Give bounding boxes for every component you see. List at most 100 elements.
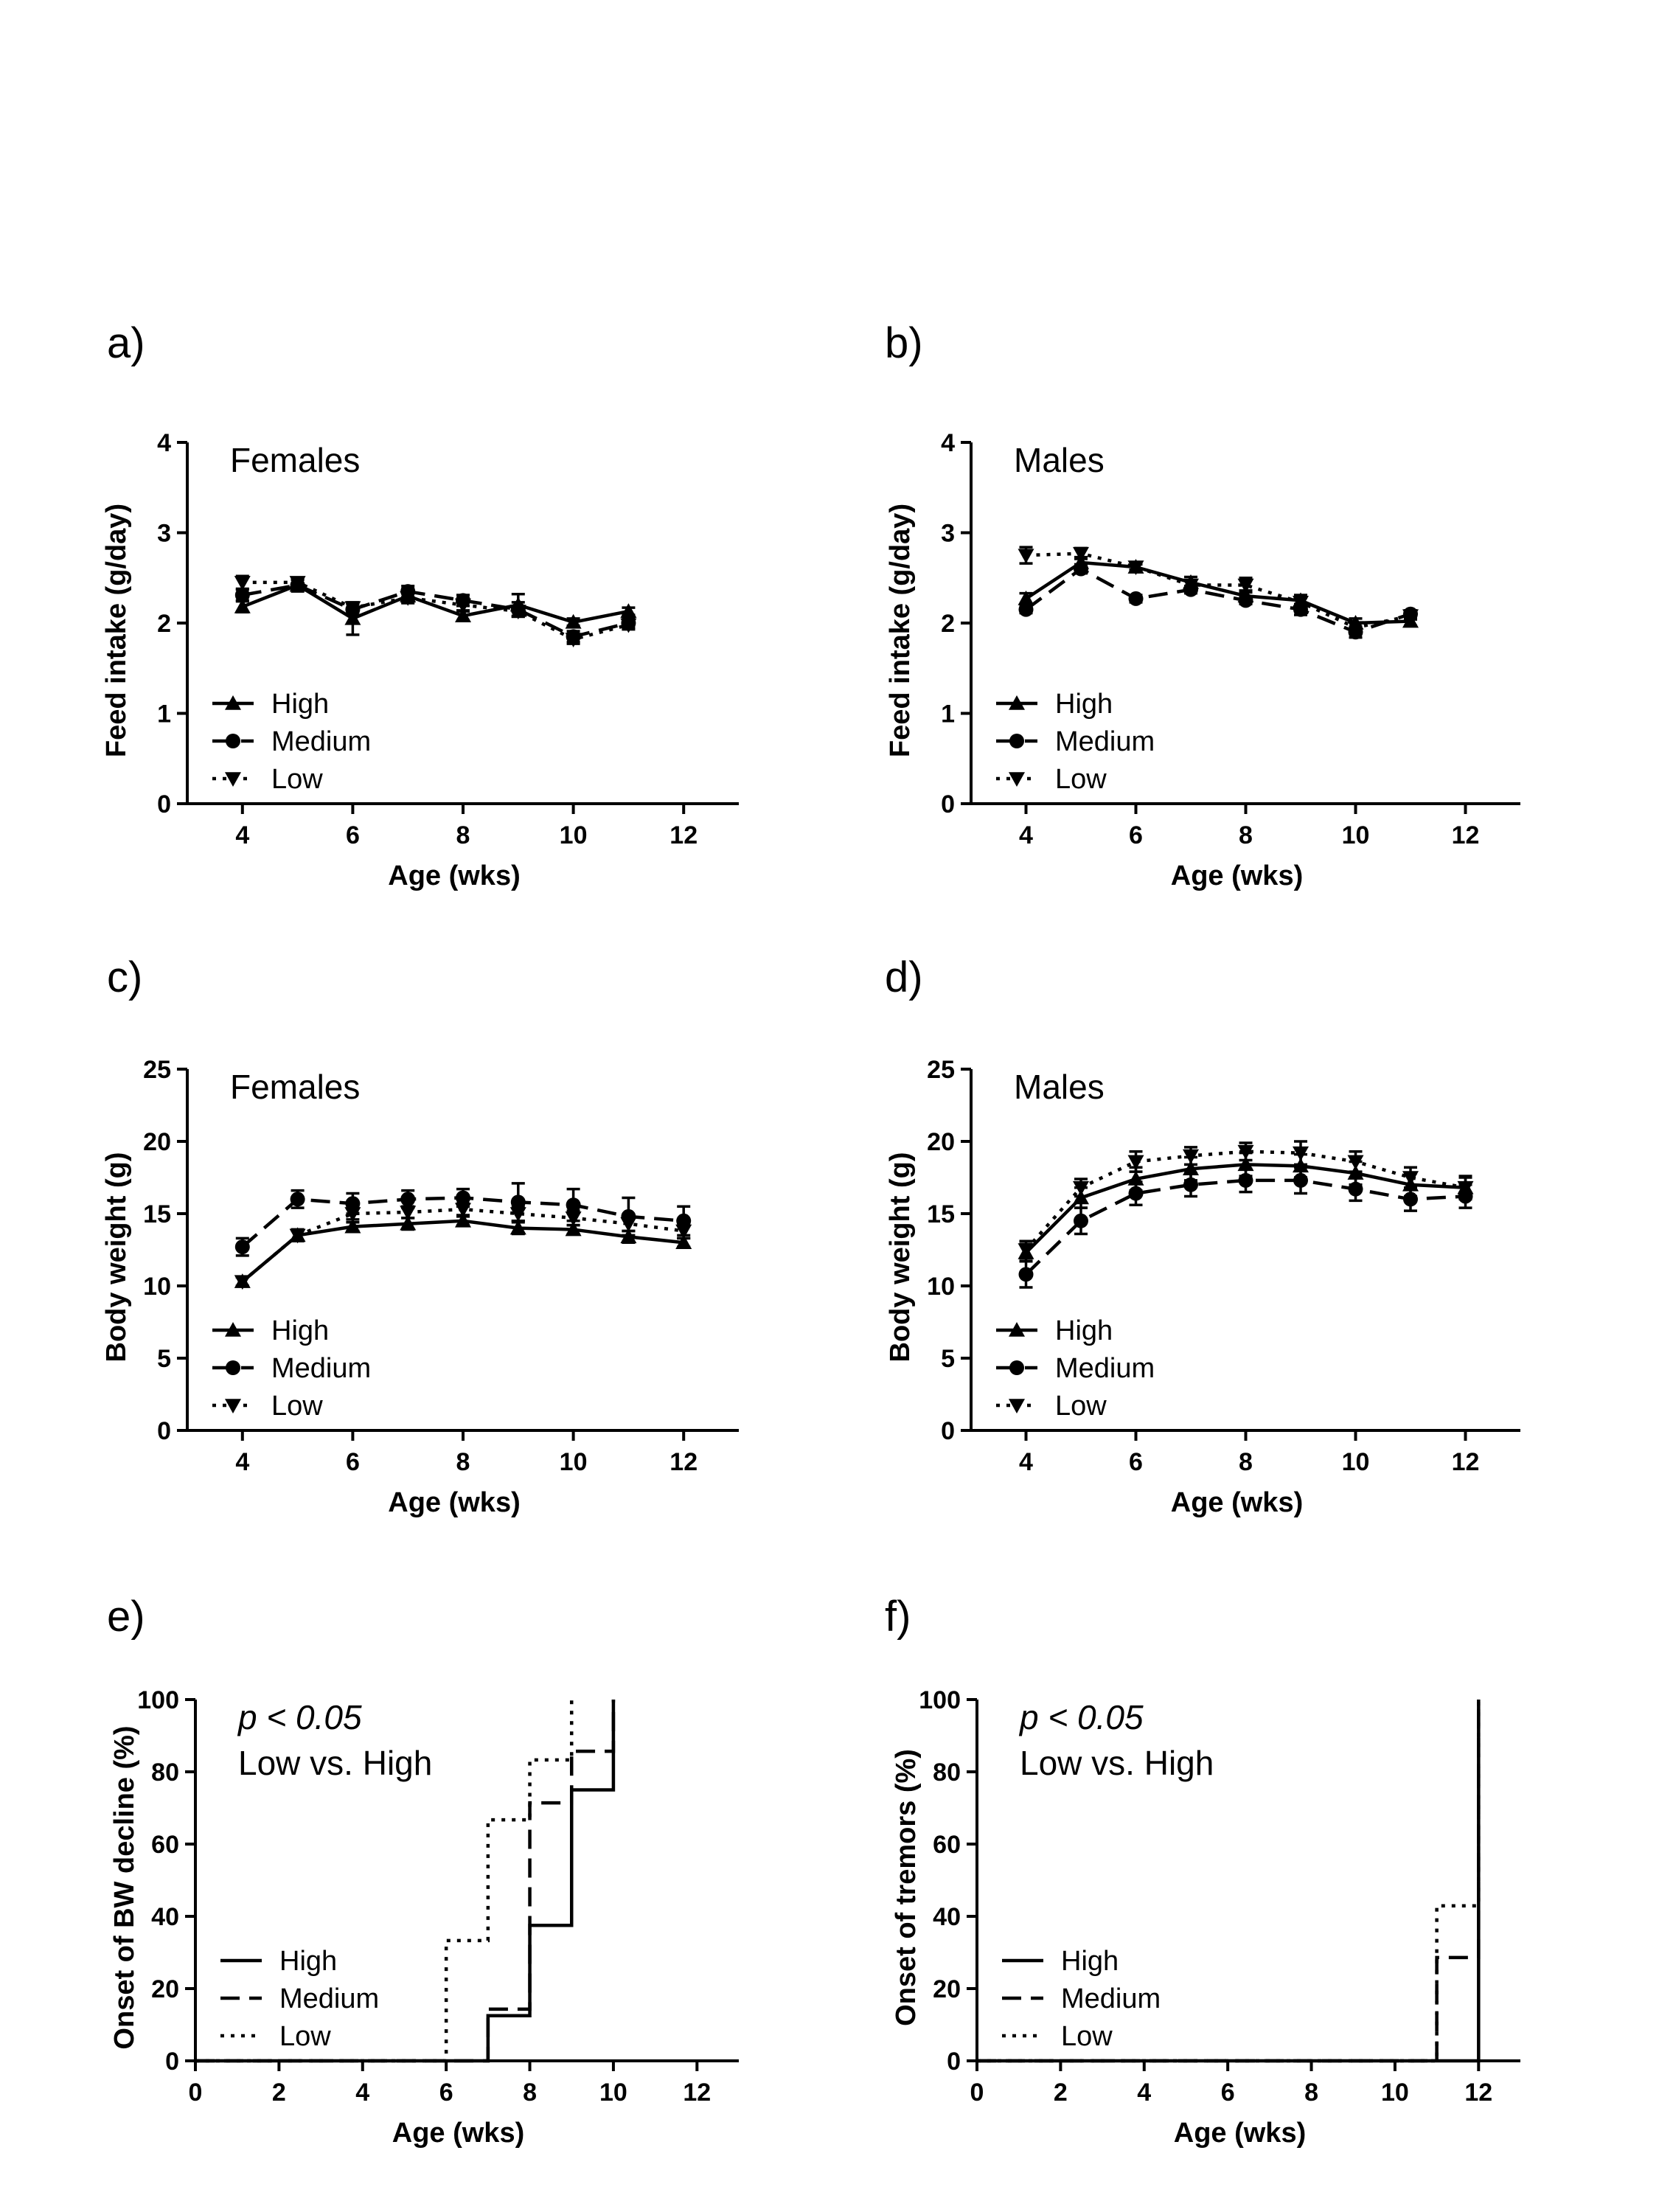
data-point — [344, 1207, 361, 1222]
data-point — [344, 1218, 361, 1234]
y-tick-label: 25 — [927, 1056, 955, 1084]
x-tick-label: 6 — [1129, 821, 1143, 849]
data-point — [1183, 1161, 1199, 1176]
legend-label: Medium — [279, 1983, 379, 2014]
legend-item-low: Low — [212, 764, 323, 795]
data-point — [509, 605, 526, 620]
data-point — [1348, 1181, 1363, 1197]
data-point — [1127, 1155, 1144, 1170]
panel-label: f) — [885, 1593, 911, 1641]
panel-f: f) 0 20 40 60 80 100 0 2 4 6 8 10 12 Age (wks) Onset of… — [885, 1593, 1520, 2149]
step-line — [195, 1700, 616, 2063]
data-point — [1237, 578, 1254, 594]
x-tick-label: 8 — [456, 821, 470, 849]
data-point — [620, 618, 637, 633]
y-axis-title: Body weight (g) — [101, 1152, 132, 1363]
data-point — [509, 1207, 526, 1222]
series-line — [1025, 560, 1411, 625]
legend-item-high: High — [212, 1315, 329, 1346]
data-point — [455, 598, 471, 613]
panel-annotation-line: Low vs. High — [1020, 1744, 1214, 1782]
y-tick-label: 100 — [137, 1686, 179, 1714]
x-tick-label: 4 — [1019, 821, 1033, 849]
data-point — [1018, 1267, 1034, 1282]
series-line — [242, 580, 629, 641]
data-point — [565, 1221, 582, 1237]
panel-c: c) 0 5 10 15 20 25 4 6 8 10 12 Age (wks) Body weight … — [101, 953, 739, 1518]
data-point — [1238, 1172, 1253, 1188]
x-tick-label: 0 — [189, 2079, 203, 2107]
legend-label: Low — [279, 2021, 331, 2052]
legend-marker — [1009, 1399, 1025, 1413]
y-tick-label: 4 — [941, 429, 955, 457]
x-axis-title: Age (wks) — [388, 860, 520, 891]
legend-marker — [1009, 695, 1025, 710]
series-line — [242, 583, 629, 639]
y-tick-label: 60 — [151, 1831, 179, 1859]
x-tick-label: 8 — [1239, 821, 1253, 849]
data-point — [344, 610, 361, 625]
legend-item-low: Low — [996, 764, 1107, 795]
panel-label: a) — [107, 319, 145, 367]
legend-marker — [1009, 1360, 1024, 1375]
x-tick-label: 6 — [1129, 1448, 1143, 1476]
y-tick-label: 10 — [927, 1273, 955, 1301]
y-tick-label: 80 — [933, 1759, 961, 1787]
legend-marker — [1009, 1322, 1025, 1337]
x-tick-label: 6 — [346, 821, 360, 849]
panel-annotation: p < 0.05 — [1018, 1698, 1144, 1736]
data-point — [675, 1234, 692, 1249]
legend-label: High — [1055, 689, 1113, 720]
legend-item-low: Low — [212, 1391, 323, 1422]
x-tick-label: 8 — [523, 2079, 537, 2107]
y-tick-label: 5 — [941, 1345, 955, 1373]
x-tick-label: 10 — [1342, 1448, 1370, 1476]
legend-item-medium: Medium — [996, 1353, 1155, 1384]
series-medium — [1018, 561, 1418, 640]
data-point — [234, 588, 250, 603]
series-low — [1018, 546, 1419, 636]
y-tick-label: 15 — [927, 1200, 955, 1228]
data-point — [1183, 1149, 1199, 1164]
data-point — [1293, 1172, 1308, 1188]
panel-label: d) — [885, 953, 923, 1001]
x-tick-label: 12 — [669, 1448, 698, 1476]
x-tick-label: 4 — [1137, 2079, 1151, 2107]
data-point — [1293, 1146, 1309, 1161]
data-point — [566, 1197, 581, 1213]
x-tick-label: 8 — [1239, 1448, 1253, 1476]
data-point — [675, 1224, 692, 1239]
data-point — [1238, 593, 1253, 608]
data-point — [565, 613, 582, 629]
x-tick-label: 12 — [1452, 1448, 1480, 1476]
y-tick-label: 1 — [941, 700, 955, 728]
data-point — [509, 1220, 526, 1235]
data-point — [1402, 609, 1419, 625]
y-tick-label: 80 — [151, 1759, 179, 1787]
data-point — [400, 1206, 417, 1221]
series-line — [1025, 566, 1411, 634]
legend-label: Low — [271, 1391, 323, 1422]
y-tick-label: 20 — [151, 1975, 179, 2003]
data-point — [1074, 561, 1088, 577]
legend-marker — [1009, 734, 1024, 748]
y-tick-label: 40 — [933, 1903, 961, 1931]
legend-item-low: Low — [1002, 2021, 1113, 2052]
data-point — [1183, 1177, 1198, 1192]
data-point — [565, 1211, 582, 1226]
panel-annotation: Females — [230, 441, 360, 479]
data-point — [1347, 621, 1364, 636]
x-tick-label: 4 — [355, 2079, 369, 2107]
y-tick-label: 10 — [143, 1273, 171, 1301]
legend-item-low: Low — [220, 2021, 331, 2052]
y-tick-label: 0 — [157, 790, 171, 818]
y-tick-label: 0 — [941, 790, 955, 818]
y-tick-label: 4 — [157, 429, 171, 457]
legend-marker — [225, 695, 241, 710]
legend-label: High — [271, 1315, 329, 1346]
data-point — [1073, 1180, 1089, 1196]
y-tick-label: 25 — [143, 1056, 171, 1084]
data-point — [289, 576, 306, 591]
